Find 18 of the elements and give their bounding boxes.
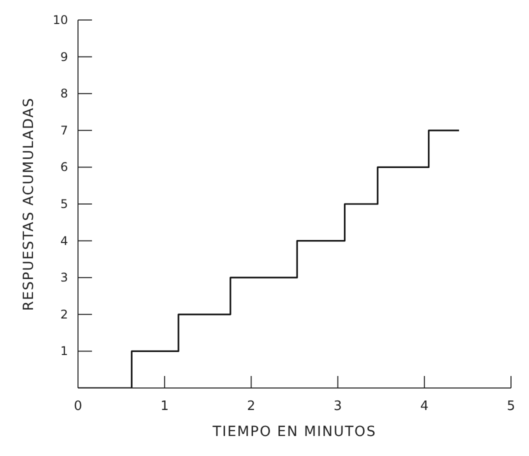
y-tick-label: 8 xyxy=(60,86,68,101)
y-tick-label: 6 xyxy=(60,160,68,174)
y-tick-label: 9 xyxy=(60,50,68,64)
y-tick-label: 7 xyxy=(60,123,68,138)
y-tick-label: 1 xyxy=(60,344,68,358)
x-tick-label: 2 xyxy=(247,399,256,414)
y-axis-title: RESPUESTAS ACUMULADAS xyxy=(20,97,37,311)
y-tick-label: 5 xyxy=(60,197,68,211)
y-tick-label: 10 xyxy=(52,13,68,27)
y-tick-label: 2 xyxy=(60,307,68,322)
x-tick-label: 5 xyxy=(506,399,516,414)
x-tick-label: 3 xyxy=(334,399,342,414)
x-tick-label: 4 xyxy=(420,399,429,414)
x-tick-label: 1 xyxy=(160,399,169,414)
y-tick-label: 3 xyxy=(60,270,68,285)
x-axis-title: TIEMPO EN MINUTOS xyxy=(212,424,376,440)
x-tick-label: 0 xyxy=(74,399,82,414)
y-tick-label: 4 xyxy=(60,234,68,248)
